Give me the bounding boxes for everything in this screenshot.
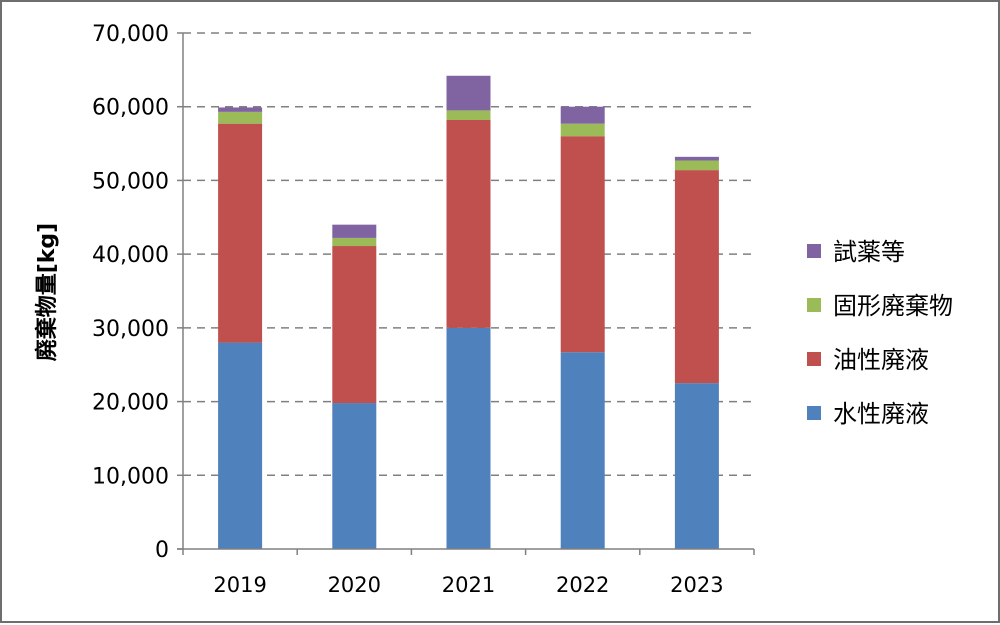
bar-segment-2021-3 bbox=[446, 110, 491, 120]
bar-segment-2020-2 bbox=[332, 246, 377, 404]
legend-label: 試薬等 bbox=[833, 238, 905, 266]
bar-segment-2023-2 bbox=[674, 170, 719, 384]
legend-swatch bbox=[807, 298, 821, 312]
legend-swatch bbox=[807, 244, 821, 258]
bar-segment-2021-1 bbox=[446, 327, 491, 549]
y-tick-label: 20,000 bbox=[92, 391, 169, 416]
x-tick-label: 2023 bbox=[670, 573, 723, 597]
x-tick-labels: 2019 2020 2021 2022 2023 bbox=[213, 573, 723, 597]
y-tick-label: 50,000 bbox=[92, 169, 169, 194]
bar-segment-2019-2 bbox=[218, 123, 263, 343]
x-tick-label: 2022 bbox=[556, 573, 609, 597]
y-tick-label: 30,000 bbox=[92, 317, 169, 342]
y-tick-labels: 0 10,000 20,000 30,000 40,000 50,000 60,000 70,… bbox=[92, 22, 169, 563]
legend-swatch bbox=[807, 406, 821, 420]
legend-label: 油性廃液 bbox=[833, 346, 929, 374]
legend-item: 固形廃棄物 bbox=[807, 292, 953, 320]
bar-segment-2020-4 bbox=[332, 224, 377, 238]
bar-segment-2022-1 bbox=[560, 352, 605, 549]
bar-segment-2023-4 bbox=[674, 156, 719, 161]
y-axis-title: 廃棄物量[kg] bbox=[34, 223, 60, 362]
y-tick-label: 40,000 bbox=[92, 243, 169, 268]
legend-label: 固形廃棄物 bbox=[833, 292, 953, 320]
bar-segment-2022-2 bbox=[560, 136, 605, 353]
bar-segment-2019-1 bbox=[218, 342, 263, 549]
x-tick-label: 2020 bbox=[328, 573, 381, 597]
y-tick-label: 70,000 bbox=[92, 22, 169, 47]
bar-segment-2021-2 bbox=[446, 119, 491, 328]
legend-label: 水性廃液 bbox=[833, 400, 929, 428]
bar-segment-2020-3 bbox=[332, 237, 377, 247]
y-tick-label: 60,000 bbox=[92, 96, 169, 121]
bar-segment-2022-3 bbox=[560, 123, 605, 137]
x-tick-label: 2019 bbox=[213, 573, 266, 597]
legend-swatch bbox=[807, 352, 821, 366]
legend-item: 試薬等 bbox=[807, 238, 905, 266]
x-tick-label: 2021 bbox=[442, 573, 495, 597]
bar-segment-2023-1 bbox=[674, 383, 719, 549]
bar-segment-2020-1 bbox=[332, 403, 377, 549]
bar-segment-2019-4 bbox=[218, 107, 263, 112]
bars bbox=[218, 75, 719, 549]
y-tick-label: 0 bbox=[155, 538, 169, 563]
bar-segment-2019-3 bbox=[218, 111, 263, 124]
y-tick-label: 10,000 bbox=[92, 464, 169, 489]
axes bbox=[177, 32, 755, 555]
legend-item: 水性廃液 bbox=[807, 400, 929, 428]
legend-item: 油性廃液 bbox=[807, 346, 929, 374]
bar-segment-2023-3 bbox=[674, 160, 719, 171]
bar-segment-2021-4 bbox=[446, 75, 491, 111]
bar-segment-2022-4 bbox=[560, 106, 605, 124]
